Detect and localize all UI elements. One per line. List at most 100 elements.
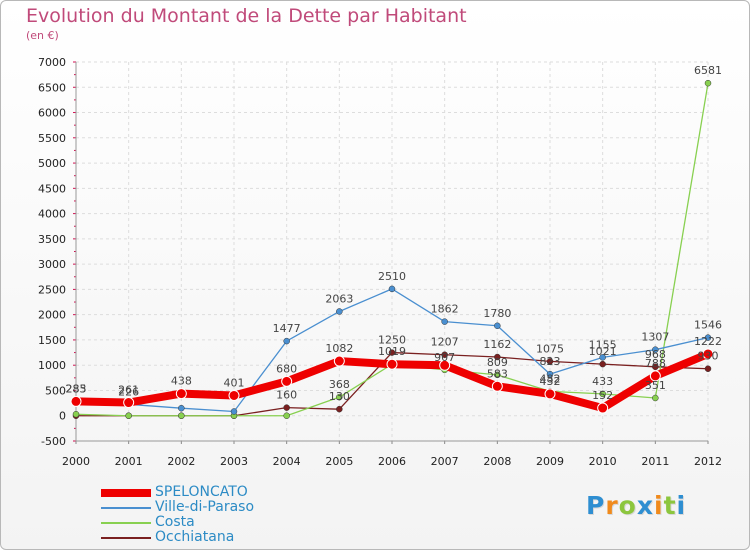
- data-point-speloncato: [228, 389, 240, 401]
- legend-label: Costa: [155, 514, 195, 530]
- data-label-occhiatana: 1075: [536, 342, 564, 355]
- legend-label: SPELONCATO: [155, 484, 248, 500]
- data-point-costa: [178, 412, 185, 419]
- x-tick-label: 2000: [62, 455, 90, 468]
- data-label-costa: 6581: [694, 64, 722, 77]
- logo-letter: i: [676, 491, 687, 520]
- data-point-ville-di-paraso: [494, 322, 501, 330]
- data-point-speloncato: [702, 348, 714, 360]
- data-point-ville-di-paraso: [283, 337, 290, 345]
- x-tick-label: 2010: [589, 455, 617, 468]
- data-label-occhiatana: 1021: [589, 345, 617, 358]
- data-point-ville-di-paraso: [546, 370, 554, 378]
- data-point-speloncato: [70, 395, 82, 407]
- chart-subtitle: (en €): [26, 29, 59, 42]
- data-point-occhiatana: [336, 405, 343, 413]
- y-tick-label: 0: [59, 410, 66, 423]
- data-point-speloncato: [649, 370, 661, 382]
- data-label-ville-di-paraso: 2063: [325, 292, 353, 305]
- data-label-speloncato: 1222: [694, 335, 722, 348]
- data-point-costa: [283, 412, 290, 419]
- data-point-occhiatana: [704, 365, 712, 372]
- data-label-occhiatana: 1250: [378, 334, 406, 347]
- data-label-speloncato: 152: [592, 389, 613, 402]
- data-point-speloncato: [333, 355, 345, 367]
- data-point-speloncato: [439, 359, 451, 371]
- x-tick-label: 2003: [220, 455, 248, 468]
- y-tick-label: 4000: [38, 208, 66, 221]
- x-tick-label: 2005: [325, 455, 353, 468]
- logo-letter: x: [636, 491, 654, 520]
- x-tick-label: 2008: [483, 455, 511, 468]
- data-point-occhiatana: [283, 404, 290, 411]
- data-point-ville-di-paraso: [388, 285, 396, 293]
- data-point-occhiatana: [388, 349, 396, 356]
- x-tick-label: 2009: [536, 455, 564, 468]
- data-label-speloncato: 583: [487, 367, 508, 380]
- data-label-occhiatana: 930: [698, 350, 719, 363]
- data-label-costa: 433: [592, 375, 613, 388]
- logo-letter: P: [586, 491, 606, 520]
- data-label-costa: 368: [329, 378, 350, 391]
- data-label-costa: 482: [540, 372, 561, 385]
- chart-title: Evolution du Montant de la Dette par Hab…: [26, 5, 467, 27]
- legend-swatch: [101, 488, 151, 497]
- logo-letter: r: [605, 491, 619, 520]
- y-tick-label: 3000: [38, 258, 66, 271]
- data-point-costa: [599, 390, 606, 398]
- data-point-ville-di-paraso: [441, 318, 448, 325]
- data-point-ville-di-paraso: [652, 346, 659, 353]
- data-label-speloncato: 788: [645, 357, 666, 370]
- data-label-speloncato: 261: [118, 384, 139, 397]
- data-label-speloncato: 438: [171, 375, 192, 388]
- data-label-ville-di-paraso: 1862: [431, 303, 459, 316]
- data-point-ville-di-paraso: [178, 404, 185, 412]
- y-tick-label: 4500: [38, 182, 66, 195]
- data-point-occhiatana: [599, 360, 606, 368]
- data-point-ville-di-paraso: [230, 408, 238, 415]
- logo-letter: t: [663, 491, 677, 520]
- y-tick-label: 6000: [38, 107, 66, 120]
- data-label-speloncato: 1082: [325, 342, 353, 355]
- x-tick-label: 2006: [378, 455, 406, 468]
- data-label-ville-di-paraso: 823: [540, 355, 561, 368]
- data-point-occhiatana: [494, 353, 501, 361]
- data-label-speloncato: 401: [224, 376, 245, 389]
- data-point-costa: [336, 393, 343, 401]
- data-point-speloncato: [597, 402, 609, 414]
- data-label-occhiatana: 968: [645, 348, 666, 361]
- proxiti-logo: Proxiti: [586, 491, 686, 520]
- data-label-ville-di-paraso: 285: [66, 382, 87, 395]
- data-point-costa: [494, 371, 501, 379]
- data-point-speloncato: [386, 358, 398, 370]
- legend-swatch: [101, 506, 151, 509]
- y-tick-label: 5000: [38, 157, 66, 170]
- y-tick-label: 2500: [38, 283, 66, 296]
- legend-swatch: [101, 536, 151, 539]
- data-label-occhiatana: 1162: [483, 338, 511, 351]
- legend-label: Occhiatana: [155, 529, 235, 545]
- data-point-speloncato: [123, 397, 135, 409]
- logo-letter: o: [618, 491, 637, 520]
- y-tick-label: 5500: [38, 132, 66, 145]
- data-point-occhiatana: [546, 358, 554, 365]
- x-tick-label: 2001: [115, 455, 143, 468]
- data-label-occhiatana: 130: [329, 390, 350, 403]
- data-label-costa: 1019: [378, 345, 406, 358]
- data-label-speloncato: 283: [66, 382, 87, 395]
- legend-item-speloncato: SPELONCATO: [101, 485, 254, 500]
- x-tick-label: 2007: [431, 455, 459, 468]
- y-tick-label: 2000: [38, 309, 66, 322]
- data-label-speloncato: 680: [276, 362, 297, 375]
- data-point-costa: [704, 79, 712, 87]
- x-tick-label: 2002: [167, 455, 195, 468]
- y-tick-label: 500: [45, 384, 66, 397]
- data-point-ville-di-paraso: [336, 308, 343, 315]
- y-tick-label: 7000: [38, 56, 66, 69]
- legend-item-occhiatana: Occhiatana: [101, 530, 254, 545]
- data-label-ville-di-paraso: 1780: [483, 307, 511, 320]
- data-label-costa: 907: [434, 351, 455, 364]
- y-tick-label: 3500: [38, 233, 66, 246]
- data-point-costa: [72, 410, 80, 418]
